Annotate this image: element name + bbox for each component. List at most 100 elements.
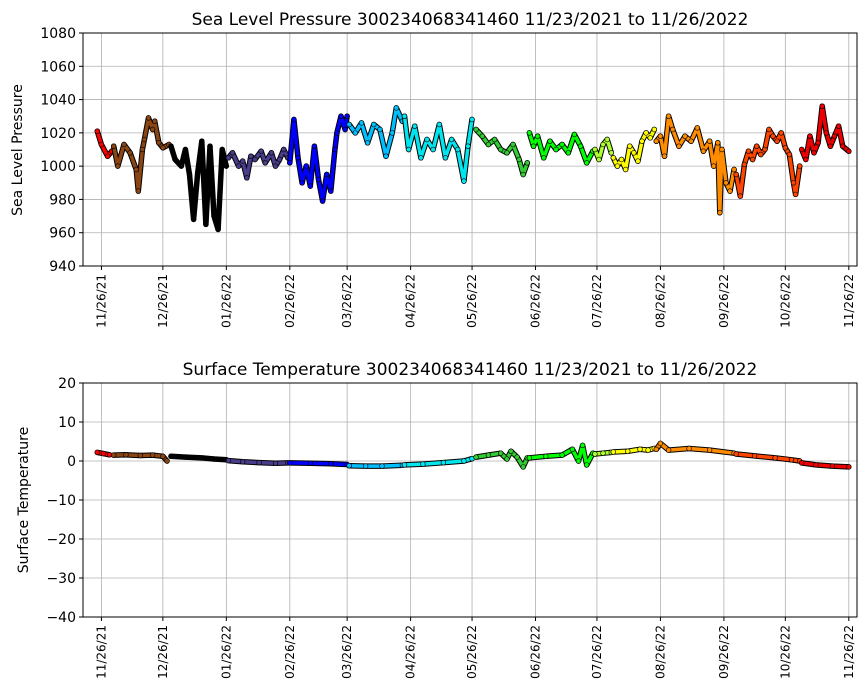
data-point [401, 462, 408, 468]
y-tick-label: 20 [58, 376, 76, 392]
data-point [195, 170, 201, 176]
data-point [168, 453, 174, 459]
data-point [682, 133, 688, 139]
data-point [328, 461, 334, 467]
y-tick-label: 1000 [40, 159, 76, 175]
data-point [401, 113, 408, 119]
data-point [324, 171, 330, 178]
data-point [123, 452, 129, 458]
data-point [287, 160, 293, 166]
data-point [706, 447, 713, 453]
data-point [485, 141, 492, 148]
data-point [115, 163, 121, 169]
data-point [319, 198, 326, 204]
y-tick-label: −20 [46, 532, 76, 548]
data-point [766, 126, 772, 133]
data-point [98, 141, 105, 148]
data-point [393, 105, 399, 111]
data-point [461, 458, 467, 464]
data-point [733, 451, 739, 457]
series-line [527, 443, 595, 467]
surface-temperature-panel: Surface Temperature 300234068341460 11/2… [16, 360, 858, 679]
data-point [307, 183, 313, 189]
x-tick-label: 06/26/22 [529, 274, 543, 328]
data-point [307, 460, 313, 466]
data-point [706, 138, 713, 144]
data-point [688, 138, 694, 144]
data-point [258, 148, 264, 154]
x-tick-label: 01/26/22 [219, 274, 233, 328]
data-point [152, 118, 158, 124]
x-tick-label: 05/26/22 [465, 625, 479, 679]
data-point [352, 130, 358, 136]
data-point [207, 143, 213, 149]
data-point [782, 145, 788, 151]
data-point [455, 146, 461, 153]
data-point [565, 150, 571, 156]
data-point [846, 148, 852, 154]
y-axis-label: Surface Temperature [16, 427, 32, 573]
x-ticks: 11/26/21 12/26/21 01/26/22 02/26/22 03/26/22… [94, 266, 856, 328]
data-point [540, 155, 547, 161]
data-point [772, 455, 778, 461]
data-point [311, 143, 318, 149]
y-tick-label: −40 [46, 610, 76, 626]
data-point [504, 456, 510, 462]
data-point [520, 464, 526, 470]
series-line [474, 127, 530, 177]
data-point [749, 156, 756, 163]
data-point [299, 180, 305, 186]
y-tick-label: 10 [58, 415, 76, 431]
data-point [199, 455, 205, 461]
data-point [244, 175, 250, 181]
data-point [559, 452, 565, 458]
data-point [643, 130, 649, 136]
data-point [229, 150, 236, 156]
data-point [448, 136, 455, 143]
x-tick-label: 06/26/22 [529, 625, 543, 679]
panel-title: Sea Level Pressure 300234068341460 11/23… [192, 10, 749, 30]
x-tick-label: 04/26/22 [404, 625, 418, 679]
data-point [637, 446, 643, 452]
data-point [287, 460, 293, 466]
data-point [104, 153, 111, 159]
data-point [389, 130, 395, 136]
data-point [110, 452, 117, 458]
data-point [276, 156, 283, 163]
data-point [665, 447, 672, 453]
x-tick-label: 07/26/22 [590, 274, 604, 328]
data-points [94, 440, 852, 470]
data-point [498, 450, 504, 456]
data-point [272, 163, 279, 169]
data-point [418, 155, 424, 161]
data-point [338, 113, 344, 119]
y-tick-label: 1040 [40, 93, 76, 109]
y-ticks: 940 960 980 1000 1020 1040 1060 1080 [40, 26, 83, 275]
data-point [798, 146, 805, 153]
x-ticks: 11/26/21 12/26/21 01/26/22 02/26/22 03/26/22… [94, 617, 856, 679]
data-point [823, 130, 829, 136]
data-point [182, 454, 189, 460]
y-tick-label: 940 [49, 259, 76, 275]
data-point [622, 166, 629, 173]
data-point [813, 462, 819, 468]
data-point [770, 133, 776, 139]
data-point [504, 150, 510, 156]
series-line [288, 461, 349, 467]
x-tick-label: 12/26/21 [156, 274, 170, 328]
data-points [94, 103, 852, 233]
data-point [256, 459, 262, 466]
data-point [807, 133, 813, 139]
data-point [211, 456, 217, 462]
data-point [145, 115, 152, 121]
data-point [203, 221, 209, 228]
data-point [717, 210, 723, 216]
x-tick-label: 09/26/22 [717, 625, 731, 679]
data-point [657, 440, 664, 447]
data-point [753, 143, 760, 149]
data-point [796, 163, 803, 169]
data-point [215, 226, 221, 233]
data-point [610, 155, 616, 161]
data-point [479, 133, 485, 139]
data-point [149, 452, 156, 458]
